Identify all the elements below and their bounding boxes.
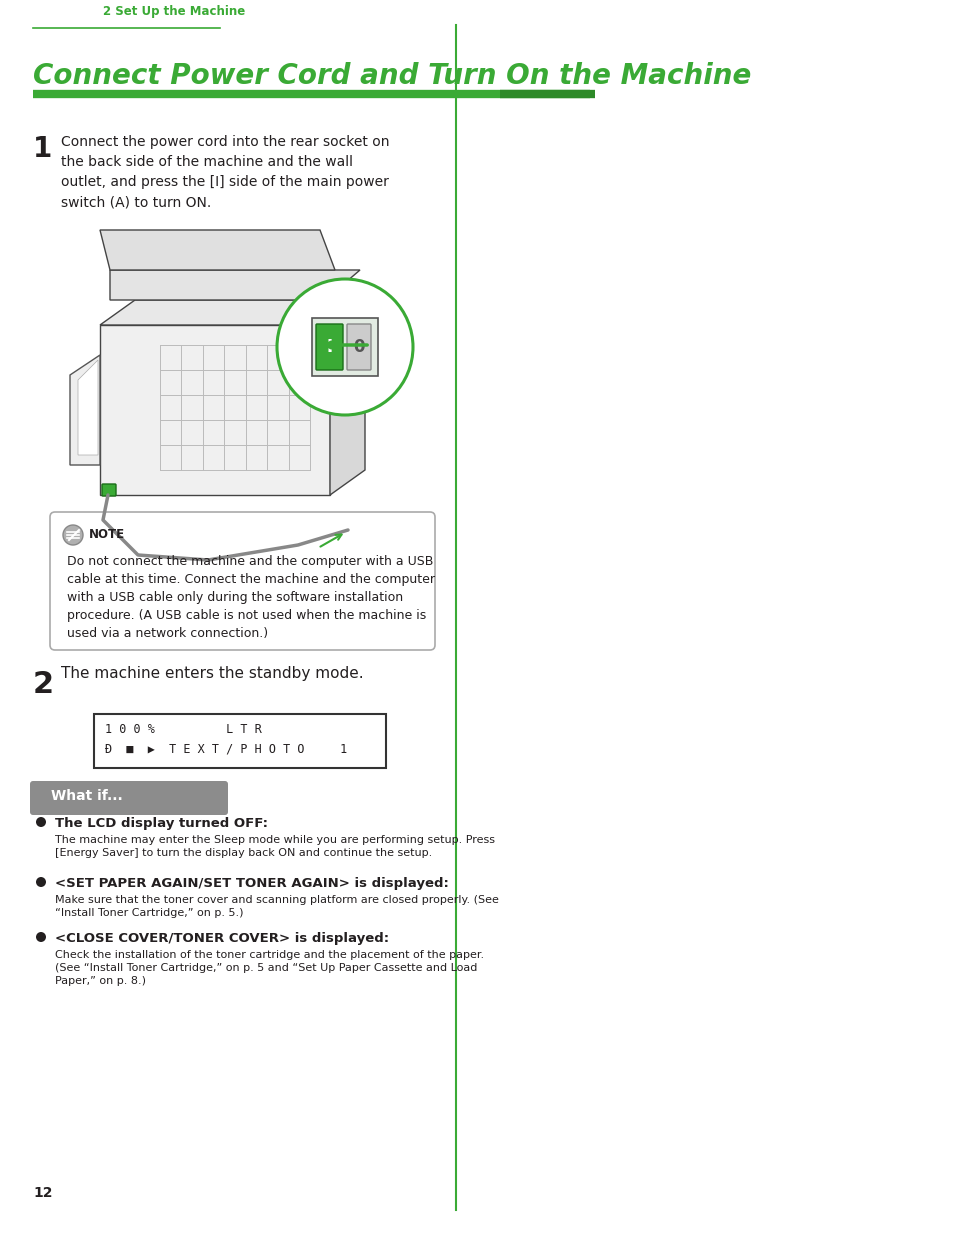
Text: The LCD display turned OFF:: The LCD display turned OFF: <box>55 818 268 830</box>
FancyBboxPatch shape <box>347 529 371 566</box>
Text: <SET PAPER AGAIN/SET TONER AGAIN> is displayed:: <SET PAPER AGAIN/SET TONER AGAIN> is dis… <box>55 877 449 890</box>
Circle shape <box>36 818 46 827</box>
Text: <CLOSE COVER/TONER COVER> is displayed:: <CLOSE COVER/TONER COVER> is displayed: <box>55 932 389 945</box>
FancyBboxPatch shape <box>102 484 116 496</box>
Text: 1: 1 <box>33 135 52 163</box>
Circle shape <box>36 877 46 887</box>
Bar <box>353 545 356 557</box>
Bar <box>360 545 365 557</box>
Text: Check the installation of the toner cartridge and the placement of the paper.
(S: Check the installation of the toner cart… <box>55 950 483 987</box>
FancyBboxPatch shape <box>30 781 228 815</box>
FancyBboxPatch shape <box>315 324 343 370</box>
Text: 0: 0 <box>353 338 364 356</box>
Polygon shape <box>78 359 98 454</box>
FancyBboxPatch shape <box>312 317 377 375</box>
Text: 2: 2 <box>33 671 54 699</box>
Polygon shape <box>110 270 359 300</box>
Text: Do not connect the machine and the computer with a USB
cable at this time. Conne: Do not connect the machine and the compu… <box>67 555 435 640</box>
Circle shape <box>276 279 413 415</box>
Polygon shape <box>100 300 365 325</box>
Text: A: A <box>359 378 371 391</box>
Text: Ð  ■  ▶  T E X T / P H O T O     1: Ð ■ ▶ T E X T / P H O T O 1 <box>105 743 347 756</box>
Text: I: I <box>326 338 333 356</box>
Circle shape <box>63 525 83 545</box>
Polygon shape <box>330 300 365 495</box>
Polygon shape <box>70 354 100 466</box>
FancyBboxPatch shape <box>100 325 330 495</box>
Text: Make sure that the toner cover and scanning platform are closed properly. (See
“: Make sure that the toner cover and scann… <box>55 895 498 918</box>
Text: Connect Power Cord and Turn On the Machine: Connect Power Cord and Turn On the Machi… <box>33 62 751 90</box>
Text: NOTE: NOTE <box>89 529 125 541</box>
Text: 1 0 0 %          L T R: 1 0 0 % L T R <box>105 722 261 736</box>
FancyBboxPatch shape <box>94 714 386 768</box>
Circle shape <box>36 932 46 942</box>
Polygon shape <box>100 230 335 270</box>
Circle shape <box>305 378 318 391</box>
FancyBboxPatch shape <box>50 513 435 650</box>
Text: What if...: What if... <box>51 789 123 803</box>
FancyBboxPatch shape <box>347 324 371 370</box>
Text: The machine enters the standby mode.: The machine enters the standby mode. <box>61 666 363 680</box>
Text: 2 Set Up the Machine: 2 Set Up the Machine <box>103 5 245 19</box>
Text: The machine may enter the Sleep mode while you are performing setup. Press
[Ener: The machine may enter the Sleep mode whi… <box>55 835 495 858</box>
Text: Connect the power cord into the rear socket on
the back side of the machine and : Connect the power cord into the rear soc… <box>61 135 389 209</box>
Text: 12: 12 <box>33 1186 52 1200</box>
